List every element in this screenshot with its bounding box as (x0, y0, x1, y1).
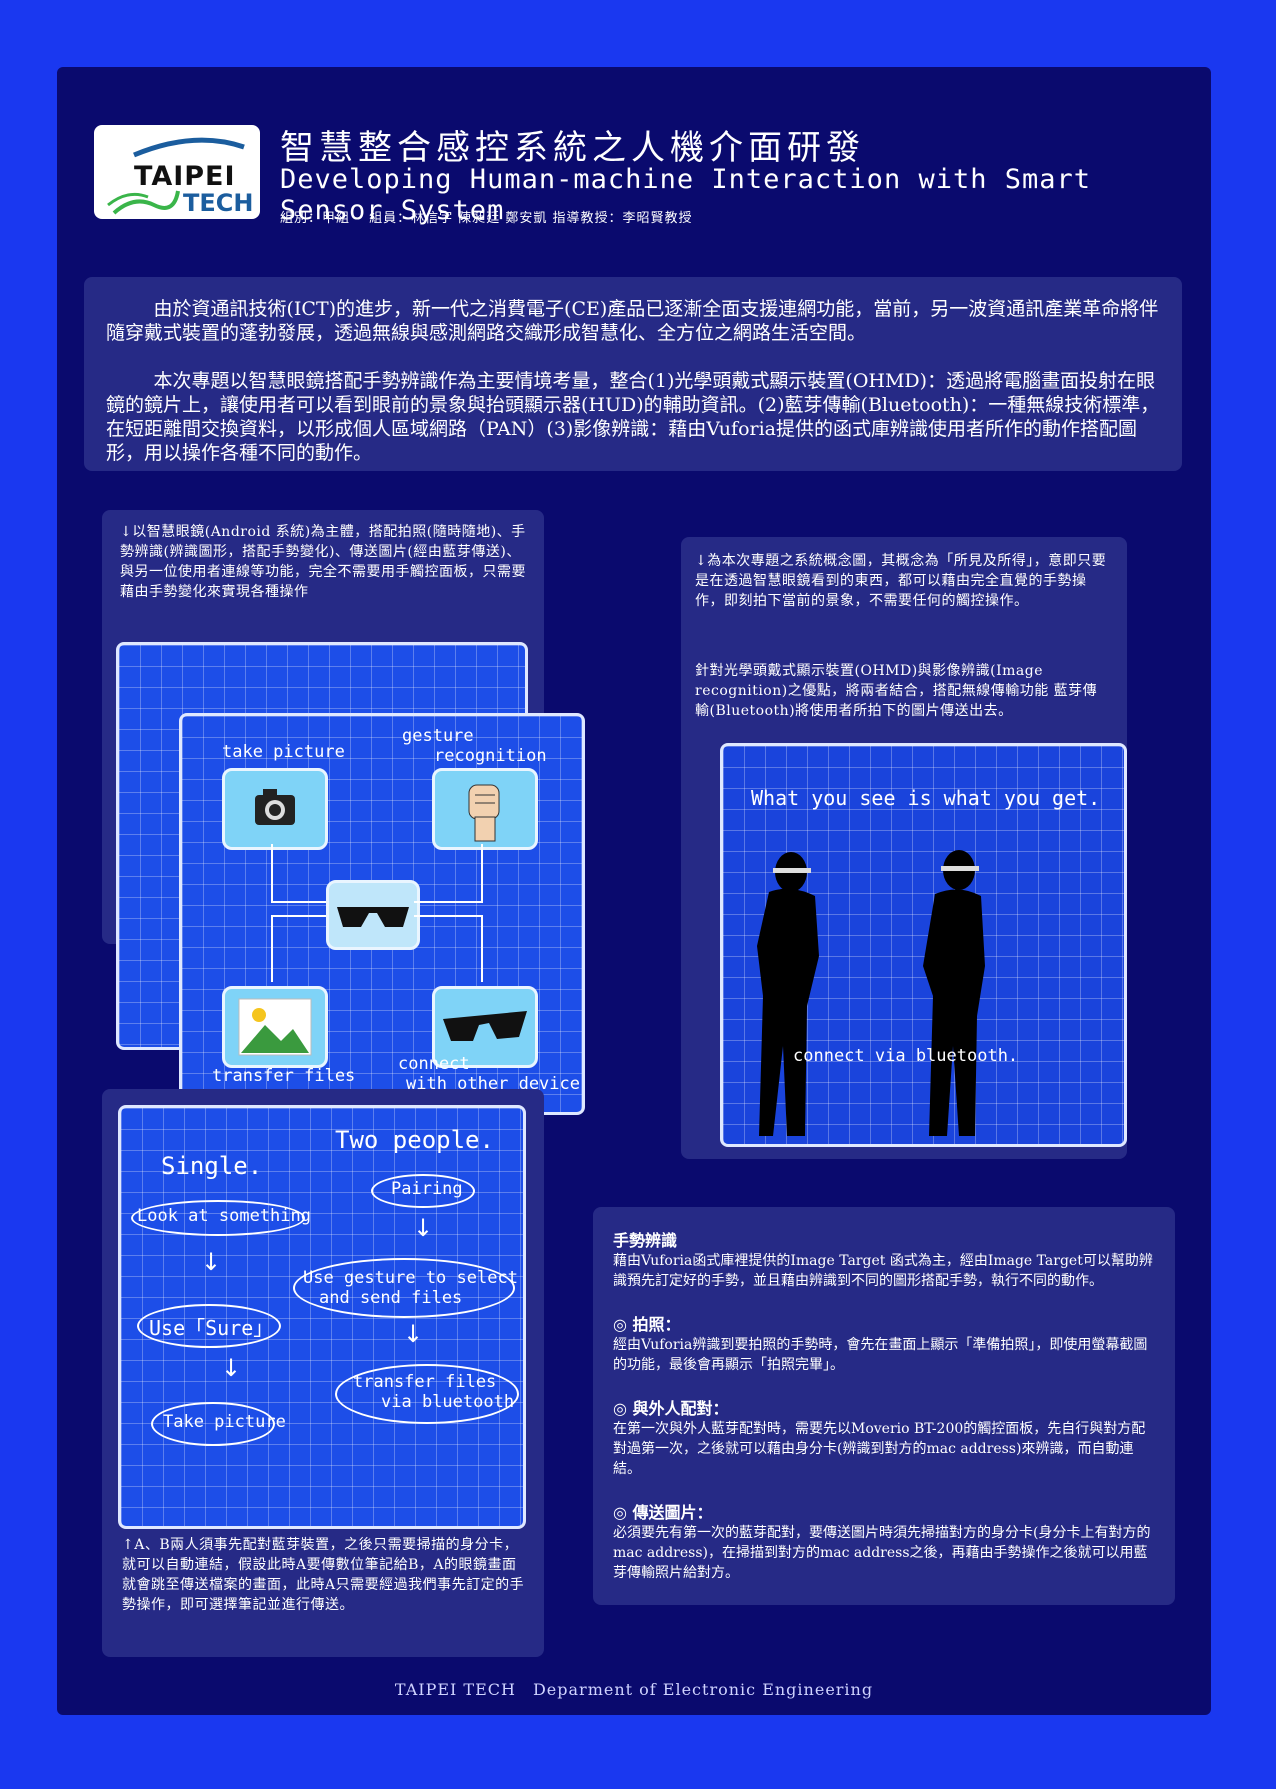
flow-single-title: Single. (161, 1152, 263, 1180)
intro-paragraph-1: 由於資通訊技術(ICT)的進步，新一代之消費電子(CE)產品已逐漸全面支援連網功… (106, 298, 1159, 344)
flow-take-picture-label: Take picture (163, 1412, 286, 1432)
feature-2-text: 經由Vuforia辨識到要拍照的手勢時，會先在畫面上顯示「準備拍照」，即使用螢幕… (613, 1337, 1148, 1373)
flow-sure-label: Use「Sure」 (149, 1316, 274, 1340)
feature-3-text: 在第一次與外人藍芽配對時，需要先以Moverio BT-200的觸控面板，先自行… (613, 1421, 1146, 1477)
label-transfer-files: transfer files (212, 1066, 356, 1086)
concept-image-grid: What you see is what you get. connect vi… (720, 743, 1127, 1147)
label-connect-line1: connect (398, 1054, 470, 1074)
team-members: 組別：甲組 組員：林信宇 陳昶廷 鄭安凱 指導教授：李昭賢教授 (280, 211, 693, 226)
silhouettes-icon (757, 850, 985, 1136)
concept-caption-1: ↓為本次專題之系統概念圖，其概念為「所見及所得」，意即只要是在透過智慧眼鏡看到的… (695, 553, 1107, 609)
flow-sure-oval (137, 1304, 281, 1348)
take-picture-tile (222, 768, 328, 850)
camera-icon (255, 789, 295, 825)
concept-caption-2: 針對光學頭戴式顯示裝置(OHMD)與影像辨識(Image recognition… (695, 663, 1098, 719)
flow-transfer-line2: via bluetooth (381, 1392, 515, 1412)
fist-icon (468, 784, 500, 842)
logo-swoosh-icon (107, 137, 245, 215)
feature-3-title: ◎ 與外人配對： (613, 1399, 729, 1418)
flow-transfer-oval (335, 1364, 519, 1424)
flow-look-oval (131, 1200, 305, 1236)
smart-glasses-icon (337, 907, 409, 927)
logo-text-tech: TECH (183, 189, 254, 217)
label-gesture-line1: gesture (402, 726, 474, 746)
feature-1-title: 手勢辨識 (613, 1231, 678, 1250)
flow-diagram-grid: Single. Two people. Look at something ↓ … (118, 1105, 526, 1529)
flow-arrow-1: ↓ (201, 1248, 222, 1276)
title-english: Developing Human-machine Interaction wit… (280, 164, 1092, 226)
features-caption: ↓以智慧眼鏡(Android 系統)為主體，搭配拍照(隨時隨地)、手勢辨識(辨識… (120, 524, 526, 600)
label-take-picture: take picture (222, 742, 345, 762)
flow-pairing-label: Pairing (391, 1179, 463, 1199)
label-gesture-line2: recognition (434, 746, 547, 766)
gesture-tile (432, 768, 538, 850)
flow-arrow-3: ↓ (413, 1214, 434, 1242)
flow-look-label: Look at something (137, 1206, 311, 1226)
glasses-center-tile (326, 880, 420, 950)
connector-arrows (271, 844, 483, 982)
flow-gesture-oval (293, 1258, 515, 1318)
logo-text-taipei: TAIPEI (134, 161, 236, 192)
flow-caption: ↑A、B兩人須事先配對藍芽裝置，之後只需要掃描的身分卡，就可以自動連結，假設此時… (122, 1537, 525, 1613)
flow-two-people-title: Two people. (335, 1126, 494, 1154)
taipei-tech-logo: TAIPEI TECH (94, 125, 260, 219)
picture-icon (238, 998, 312, 1056)
feature-2-title: ◎ 拍照： (613, 1315, 681, 1334)
features-diagram-grid: take picture gesture recognition (179, 713, 585, 1115)
flow-arrow-4: ↓ (403, 1320, 424, 1348)
feature-1-text: 藉由Vuforia函式庫裡提供的Image Target 函式為主，經由Imag… (613, 1253, 1153, 1289)
intro-paragraph-2: 本次專題以智慧眼鏡搭配手勢辨識作為主要情境考量，整合(1)光學頭戴式顯示裝置(O… (106, 370, 1160, 464)
flow-take-picture-oval (151, 1402, 275, 1446)
feature-4-text: 必須要先有第一次的藍芽配對，要傳送圖片時須先掃描對方的身分卡(身分卡上有對方的m… (613, 1525, 1151, 1581)
flow-gesture-line1: Use gesture to select (303, 1268, 518, 1288)
flow-transfer-line1: transfer files (353, 1372, 497, 1392)
flow-arrow-2: ↓ (221, 1354, 242, 1382)
poster: TAIPEI TECH 智慧整合感控系統之人機介面研發 Developing H… (57, 67, 1211, 1715)
concept-connect-label: connect via bluetooth. (793, 1046, 1019, 1066)
flow-pairing-oval (371, 1174, 475, 1208)
concept-headline: What you see is what you get. (751, 786, 1101, 810)
function-panel: 手勢辨識 藉由Vuforia函式庫裡提供的Image Target 函式為主，經… (593, 1207, 1175, 1605)
connect-device-tile (432, 986, 538, 1068)
title-chinese: 智慧整合感控系統之人機介面研發 (280, 128, 865, 168)
feature-4-title: ◎ 傳送圖片： (613, 1503, 713, 1522)
intro-panel: 由於資通訊技術(ICT)的進步，新一代之消費電子(CE)產品已逐漸全面支援連網功… (84, 277, 1182, 471)
device-glasses-icon (443, 1011, 527, 1041)
footer-text: TAIPEI TECH Deparment of Electronic Engi… (394, 1680, 874, 1699)
flow-gesture-line2: and send files (319, 1288, 463, 1308)
transfer-files-tile (222, 986, 328, 1068)
